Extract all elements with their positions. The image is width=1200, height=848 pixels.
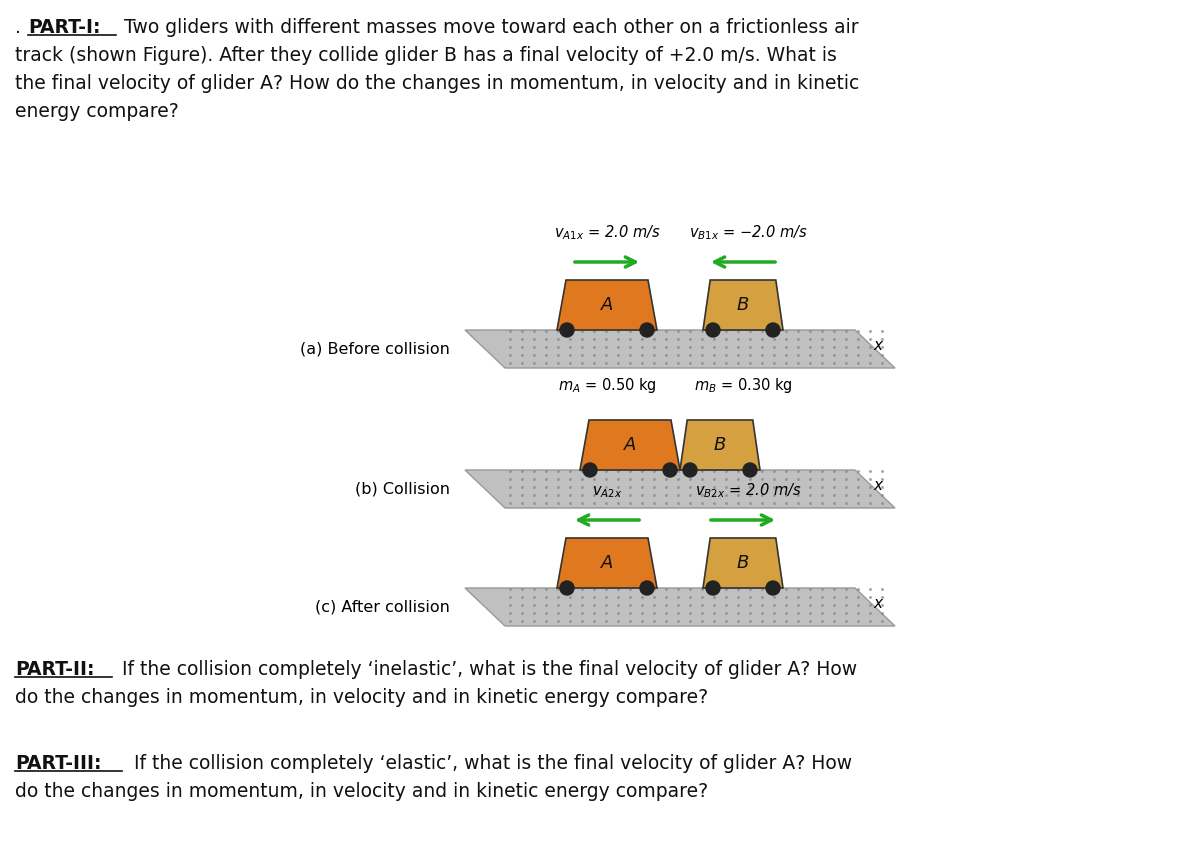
Text: PART-III:: PART-III: bbox=[14, 754, 102, 773]
Polygon shape bbox=[466, 330, 895, 368]
Circle shape bbox=[560, 581, 574, 595]
Circle shape bbox=[560, 323, 574, 337]
Text: B: B bbox=[737, 296, 749, 314]
Circle shape bbox=[583, 463, 598, 477]
Text: B: B bbox=[714, 436, 726, 454]
Text: PART-II:: PART-II: bbox=[14, 660, 95, 679]
Circle shape bbox=[766, 323, 780, 337]
Polygon shape bbox=[466, 588, 895, 626]
Text: energy compare?: energy compare? bbox=[14, 102, 179, 121]
Circle shape bbox=[766, 581, 780, 595]
Text: If the collision completely ‘inelastic’, what is the final velocity of glider A?: If the collision completely ‘inelastic’,… bbox=[116, 660, 857, 679]
Circle shape bbox=[706, 581, 720, 595]
Text: $v_{B1x}$ = $-$2.0 m/s: $v_{B1x}$ = $-$2.0 m/s bbox=[689, 223, 808, 242]
Text: B: B bbox=[737, 554, 749, 572]
Text: A: A bbox=[601, 554, 613, 572]
Text: do the changes in momentum, in velocity and in kinetic energy compare?: do the changes in momentum, in velocity … bbox=[14, 688, 708, 707]
Text: x: x bbox=[874, 595, 882, 611]
Circle shape bbox=[662, 463, 677, 477]
Text: x: x bbox=[874, 477, 882, 493]
Text: (c) After collision: (c) After collision bbox=[316, 600, 450, 615]
Circle shape bbox=[706, 323, 720, 337]
Circle shape bbox=[743, 463, 757, 477]
Polygon shape bbox=[703, 538, 784, 588]
Circle shape bbox=[640, 581, 654, 595]
Text: PART-I:: PART-I: bbox=[28, 18, 101, 37]
Circle shape bbox=[640, 323, 654, 337]
Polygon shape bbox=[680, 420, 760, 470]
Text: (b) Collision: (b) Collision bbox=[355, 482, 450, 496]
Text: track (shown Figure). After they collide glider B has a final velocity of +2.0 m: track (shown Figure). After they collide… bbox=[14, 46, 836, 65]
Text: x: x bbox=[874, 338, 882, 353]
Text: (a) Before collision: (a) Before collision bbox=[300, 342, 450, 356]
Text: If the collision completely ‘elastic’, what is the final velocity of glider A? H: If the collision completely ‘elastic’, w… bbox=[128, 754, 852, 773]
Text: A: A bbox=[624, 436, 636, 454]
Text: $v_{A2x}$: $v_{A2x}$ bbox=[592, 484, 622, 500]
Text: .: . bbox=[14, 18, 26, 37]
Polygon shape bbox=[580, 420, 680, 470]
Text: $v_{A1x}$ = 2.0 m/s: $v_{A1x}$ = 2.0 m/s bbox=[553, 223, 660, 242]
Polygon shape bbox=[557, 280, 658, 330]
Text: $m_A$ = 0.50 kg: $m_A$ = 0.50 kg bbox=[558, 376, 656, 395]
Text: A: A bbox=[601, 296, 613, 314]
Polygon shape bbox=[466, 470, 895, 508]
Text: do the changes in momentum, in velocity and in kinetic energy compare?: do the changes in momentum, in velocity … bbox=[14, 782, 708, 801]
Text: $m_B$ = 0.30 kg: $m_B$ = 0.30 kg bbox=[694, 376, 792, 395]
Text: Two gliders with different masses move toward each other on a frictionless air: Two gliders with different masses move t… bbox=[118, 18, 859, 37]
Polygon shape bbox=[703, 280, 784, 330]
Text: $v_{B2x}$ = 2.0 m/s: $v_{B2x}$ = 2.0 m/s bbox=[695, 482, 802, 500]
Polygon shape bbox=[557, 538, 658, 588]
Text: the final velocity of glider A? How do the changes in momentum, in velocity and : the final velocity of glider A? How do t… bbox=[14, 74, 859, 93]
Circle shape bbox=[683, 463, 697, 477]
